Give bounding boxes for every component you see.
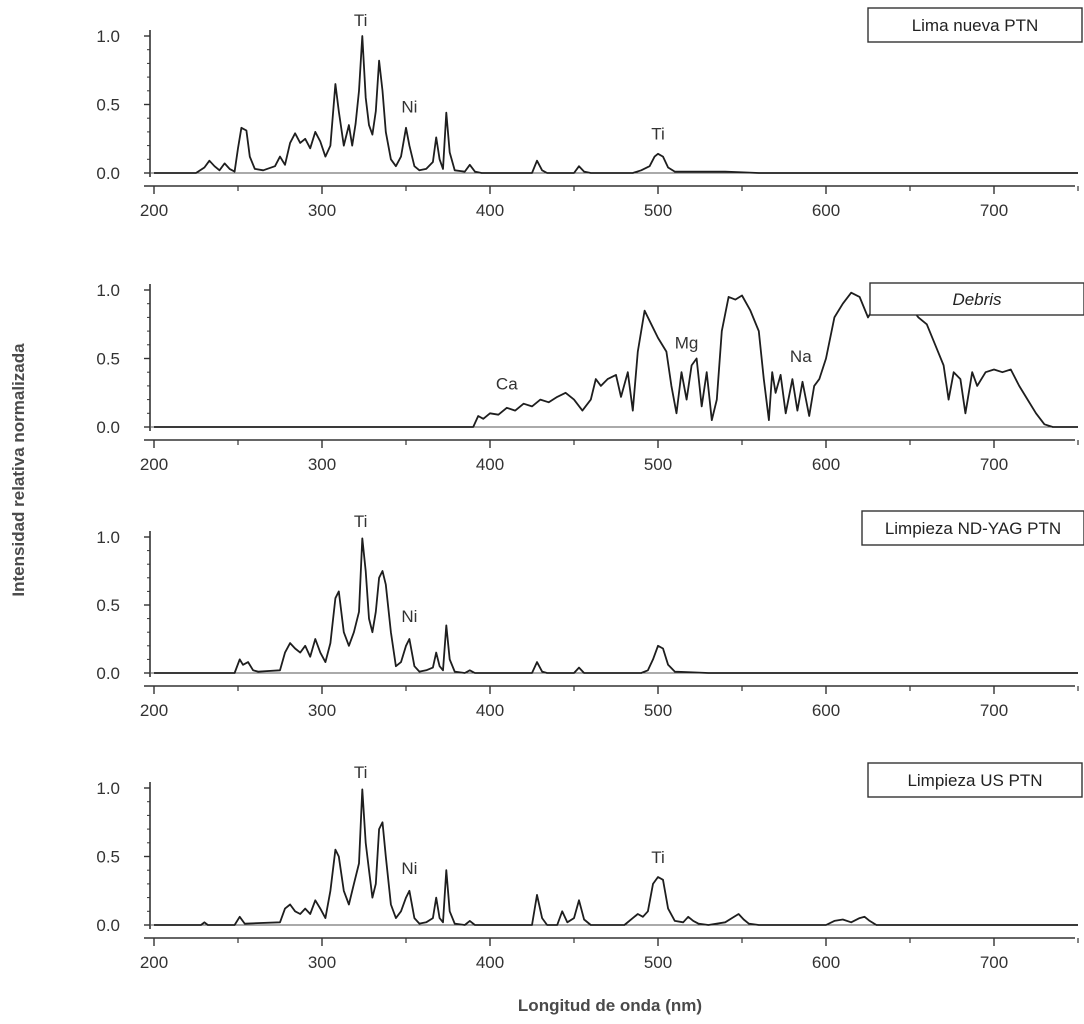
y-tick-label: 0.0 (96, 664, 120, 683)
panel-2: 0.0 0.5 1.0 200 300 400 500 600 700 Ca Mg Na Debris (96, 281, 1084, 474)
y-tick-label: 1.0 (96, 528, 120, 547)
x-tick-label: 400 (476, 201, 504, 220)
peak-label: Ti (354, 11, 368, 30)
panel-1: 0.0 0.5 1.0 200 300 400 500 600 700 Ti Ni Ti Lima nu… (96, 7, 1083, 220)
peak-label: Mg (675, 334, 699, 353)
x-tick-label: 700 (980, 701, 1008, 720)
y-tick-label: 1.0 (96, 281, 120, 300)
peak-label: Ti (354, 512, 368, 531)
x-tick-label: 700 (980, 953, 1008, 972)
x-tick-label: 500 (644, 455, 672, 474)
y-tick-label: 0.5 (96, 96, 120, 115)
legend-box (867, 7, 1083, 43)
panel-4: 0.0 0.5 1.0 200 300 400 500 600 700 Ti Ni Ti Limpiez… (96, 762, 1083, 972)
x-tick-label: 500 (644, 201, 672, 220)
y-tick-label: 0.5 (96, 350, 120, 369)
x-tick-label: 700 (980, 455, 1008, 474)
peak-label: Ti (651, 848, 665, 867)
x-axis-title: Longitud de onda (nm) (518, 996, 702, 1015)
legend-label: Lima nueva PTN (912, 16, 1039, 35)
spectrum-line-3-1 (154, 537, 1078, 674)
panels-group: 0.0 0.5 1.0 200 300 400 500 600 700 Ti Ni Ti Lima nu… (96, 7, 1084, 972)
peak-label: Ca (496, 375, 518, 394)
spectrum-line-2-1 (154, 291, 1078, 428)
x-tick-label: 600 (812, 953, 840, 972)
x-tick-label: 700 (980, 201, 1008, 220)
x-tick-label: 200 (140, 455, 168, 474)
legend-box (867, 762, 1083, 798)
peak-label: Ti (651, 125, 665, 144)
x-tick-label: 600 (812, 201, 840, 220)
x-tick-label: 300 (308, 201, 336, 220)
y-tick-label: 0.5 (96, 848, 120, 867)
y-tick-label: 0.0 (96, 916, 120, 935)
legend-box (869, 282, 1084, 316)
x-tick-label: 300 (308, 701, 336, 720)
legend-label: Limpieza US PTN (907, 771, 1042, 790)
legend-label: Limpieza ND-YAG PTN (885, 519, 1061, 538)
y-tick-label: 0.5 (96, 596, 120, 615)
y-tick-label: 0.0 (96, 164, 120, 183)
x-tick-label: 600 (812, 701, 840, 720)
x-tick-label: 400 (476, 455, 504, 474)
y-tick-label: 0.0 (96, 418, 120, 437)
x-tick-label: 300 (308, 953, 336, 972)
x-tick-label: 500 (644, 701, 672, 720)
y-tick-label: 1.0 (96, 27, 120, 46)
peak-label: Ni (401, 607, 417, 626)
spectrum-line-4-1 (154, 788, 1078, 926)
x-tick-label: 200 (140, 953, 168, 972)
peak-label: Ni (401, 97, 417, 116)
x-tick-label: 300 (308, 455, 336, 474)
x-tick-label: 400 (476, 953, 504, 972)
x-tick-label: 200 (140, 701, 168, 720)
y-axis-title: Intensidad relativa normalizada (9, 343, 28, 597)
y-tick-label: 1.0 (96, 779, 120, 798)
x-tick-label: 200 (140, 201, 168, 220)
x-tick-label: 400 (476, 701, 504, 720)
x-tick-label: 500 (644, 953, 672, 972)
peak-label: Na (790, 347, 812, 366)
x-tick-label: 600 (812, 455, 840, 474)
legend-box (861, 510, 1084, 546)
legend-label: Debris (952, 290, 1002, 309)
peak-label: Ni (401, 859, 417, 878)
panel-3: 0.0 0.5 1.0 200 300 400 500 600 700 Ti Ni Limpieza … (96, 510, 1084, 720)
peak-label: Ti (354, 763, 368, 782)
spectrum-line-1-1 (154, 35, 1078, 174)
